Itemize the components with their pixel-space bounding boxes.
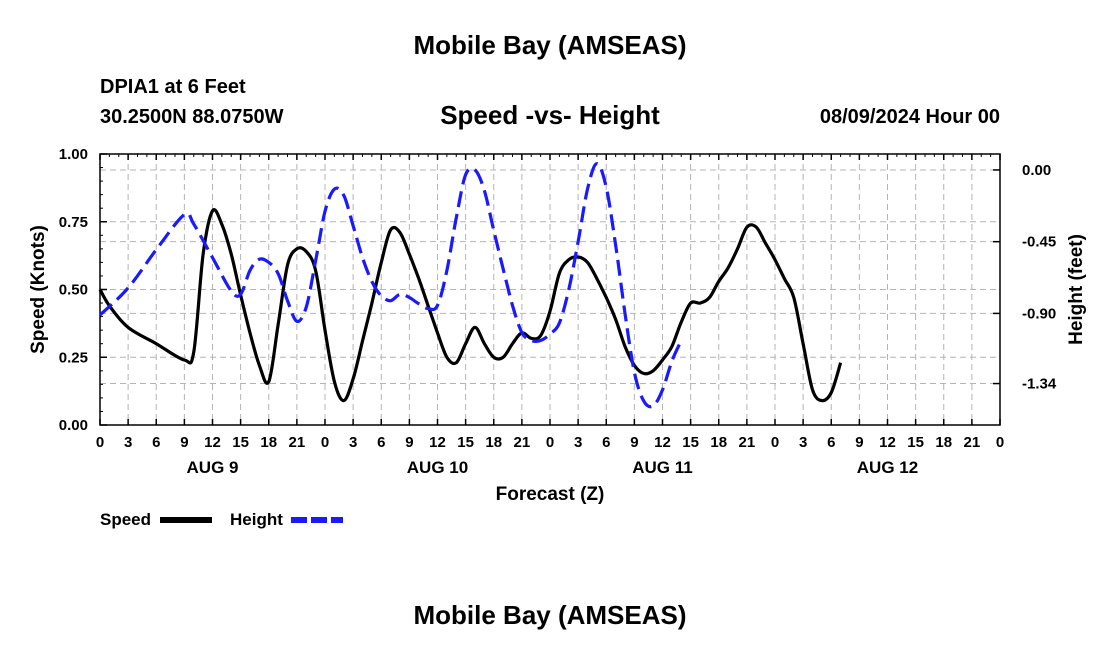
x-tick-label: 9 <box>855 434 863 451</box>
x-tick-label: 6 <box>827 434 835 451</box>
x-tick-label: 9 <box>180 434 188 451</box>
x-tick-label: 0 <box>771 434 779 451</box>
x-axis-title: Forecast (Z) <box>496 484 605 505</box>
y-right-tick-label: 0.00 <box>1022 162 1051 179</box>
day-label: AUG 12 <box>857 458 918 477</box>
x-tick-label: 21 <box>739 434 756 451</box>
x-tick-label: 6 <box>377 434 385 451</box>
x-tick-label: 0 <box>546 434 554 451</box>
station-name: DPIA1 at 6 Feet <box>100 76 246 98</box>
y-tick-label: 0.00 <box>59 417 88 434</box>
x-tick-label: 12 <box>654 434 671 451</box>
x-tick-label: 3 <box>574 434 582 451</box>
series-lines <box>98 162 843 409</box>
chart-main-title: Mobile Bay (AMSEAS) <box>413 30 687 60</box>
x-tick-label: 3 <box>349 434 357 451</box>
x-tick-label: 0 <box>96 434 104 451</box>
x-tick-label: 3 <box>124 434 132 451</box>
y-right-tick-label: -0.90 <box>1022 305 1056 322</box>
forecast-run-time: 08/09/2024 Hour 00 <box>819 106 1000 128</box>
axis-labels: 0 3 6 9 12 15 18 21 0 3 6 9 12 15 18 21 0 3 6 9 12 15 18 21 0 3 6 9… <box>28 146 1087 505</box>
day-label: AUG 10 <box>407 458 468 477</box>
chart-subtitle: Speed -vs- Height <box>440 100 660 130</box>
chart-footer-title: Mobile Bay (AMSEAS) <box>413 600 687 630</box>
x-tick-label: 6 <box>602 434 610 451</box>
y-axis-title-right: Height (feet) <box>1066 234 1087 345</box>
y-tick-label: 1.00 <box>59 146 88 163</box>
day-label: AUG 11 <box>632 458 692 477</box>
y-right-tick-label: -0.45 <box>1022 234 1056 251</box>
x-tick-label: 18 <box>485 434 502 451</box>
series-line-height <box>98 162 683 409</box>
chart-legend: Speed Height <box>100 510 343 529</box>
chart-grid <box>100 154 1000 425</box>
x-tick-label: 15 <box>682 434 699 451</box>
station-coordinates: 30.2500N 88.0750W <box>100 106 284 128</box>
x-tick-label: 15 <box>457 434 474 451</box>
y-tick-label: 0.75 <box>59 214 88 231</box>
x-tick-label: 21 <box>514 434 531 451</box>
legend-label-speed: Speed <box>100 510 151 529</box>
x-tick-label: 6 <box>152 434 160 451</box>
x-tick-label: 18 <box>710 434 727 451</box>
y-tick-label: 0.25 <box>59 349 88 366</box>
x-tick-label: 12 <box>429 434 446 451</box>
x-tick-label: 15 <box>232 434 249 451</box>
day-label: AUG 9 <box>187 458 239 477</box>
x-tick-label: 21 <box>289 434 306 451</box>
y-right-tick-label: -1.34 <box>1022 376 1057 393</box>
x-tick-label: 18 <box>935 434 952 451</box>
x-tick-label: 12 <box>204 434 221 451</box>
y-tick-label: 0.50 <box>59 282 88 299</box>
x-tick-label: 9 <box>405 434 413 451</box>
axis-ticks <box>99 153 1001 426</box>
x-tick-label: 0 <box>321 434 329 451</box>
x-tick-label: 9 <box>630 434 638 451</box>
series-line-speed <box>98 208 843 403</box>
x-tick-label: 21 <box>964 434 981 451</box>
x-tick-label: 0 <box>996 434 1004 451</box>
x-tick-label: 3 <box>799 434 807 451</box>
x-tick-label: 12 <box>879 434 896 451</box>
x-tick-label: 15 <box>907 434 924 451</box>
legend-label-height: Height <box>230 510 283 529</box>
y-axis-title: Speed (Knots) <box>28 225 49 354</box>
x-tick-label: 18 <box>260 434 277 451</box>
